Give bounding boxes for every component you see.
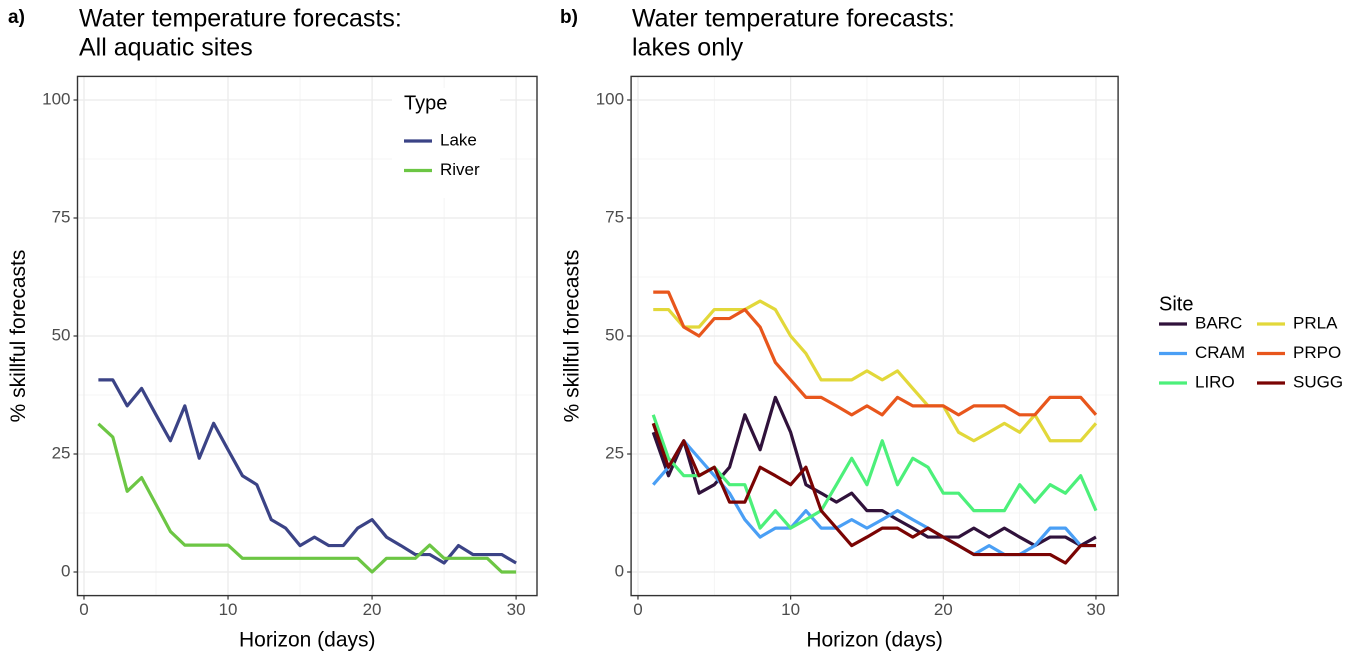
x-tick-label: 30 (1087, 600, 1106, 619)
chart-title: Water temperature forecasts: (79, 5, 402, 33)
x-tick-label: 0 (633, 600, 642, 619)
legend-title: Type (404, 92, 447, 114)
legend-label: River (440, 160, 480, 179)
legend-label: Lake (440, 130, 477, 149)
chart-title: lakes only (632, 34, 744, 62)
y-tick-label: 100 (42, 89, 70, 108)
y-tick-label: 25 (52, 443, 71, 462)
x-tick-label: 0 (79, 600, 88, 619)
series-line (653, 299, 1098, 443)
legend-label: CRAM (1195, 343, 1245, 362)
series-line (97, 422, 517, 574)
y-tick-label: 75 (52, 207, 71, 226)
y-axis-title: % skillful forecasts (561, 250, 584, 423)
panel-label: b) (560, 7, 578, 28)
series-line (98, 378, 517, 565)
series-line (651, 422, 1096, 565)
legend-label: SUGG (1293, 372, 1343, 391)
y-tick-label: 75 (605, 207, 624, 226)
legend-label: PRPO (1293, 343, 1341, 362)
series-line (651, 395, 1097, 548)
x-tick-label: 10 (781, 600, 800, 619)
series-line (651, 414, 1098, 530)
legend-label: LIRO (1195, 372, 1235, 391)
chart-title: Water temperature forecasts: (632, 5, 955, 33)
panel-label: a) (8, 7, 25, 28)
y-tick-label: 0 (615, 561, 624, 580)
x-tick-label: 10 (219, 600, 238, 619)
plot-border (630, 75, 1119, 597)
y-tick-label: 0 (61, 561, 70, 580)
legend-label: PRLA (1293, 313, 1338, 332)
y-tick-label: 50 (52, 325, 71, 344)
y-tick-label: 100 (596, 89, 624, 108)
legend-background (392, 88, 500, 198)
y-tick-label: 50 (605, 325, 624, 344)
legend-title: Site (1159, 293, 1193, 315)
plot-border (76, 75, 538, 597)
chart-title: All aquatic sites (79, 34, 253, 62)
series-line (653, 290, 1098, 417)
y-tick-label: 25 (605, 443, 624, 462)
legend-label: BARC (1195, 313, 1242, 332)
x-axis-title: Horizon (days) (239, 629, 376, 652)
x-tick-label: 20 (363, 600, 382, 619)
x-tick-label: 30 (507, 600, 526, 619)
y-axis-title: % skillful forecasts (7, 250, 30, 423)
x-tick-label: 20 (934, 600, 953, 619)
x-axis-title: Horizon (days) (806, 629, 943, 652)
